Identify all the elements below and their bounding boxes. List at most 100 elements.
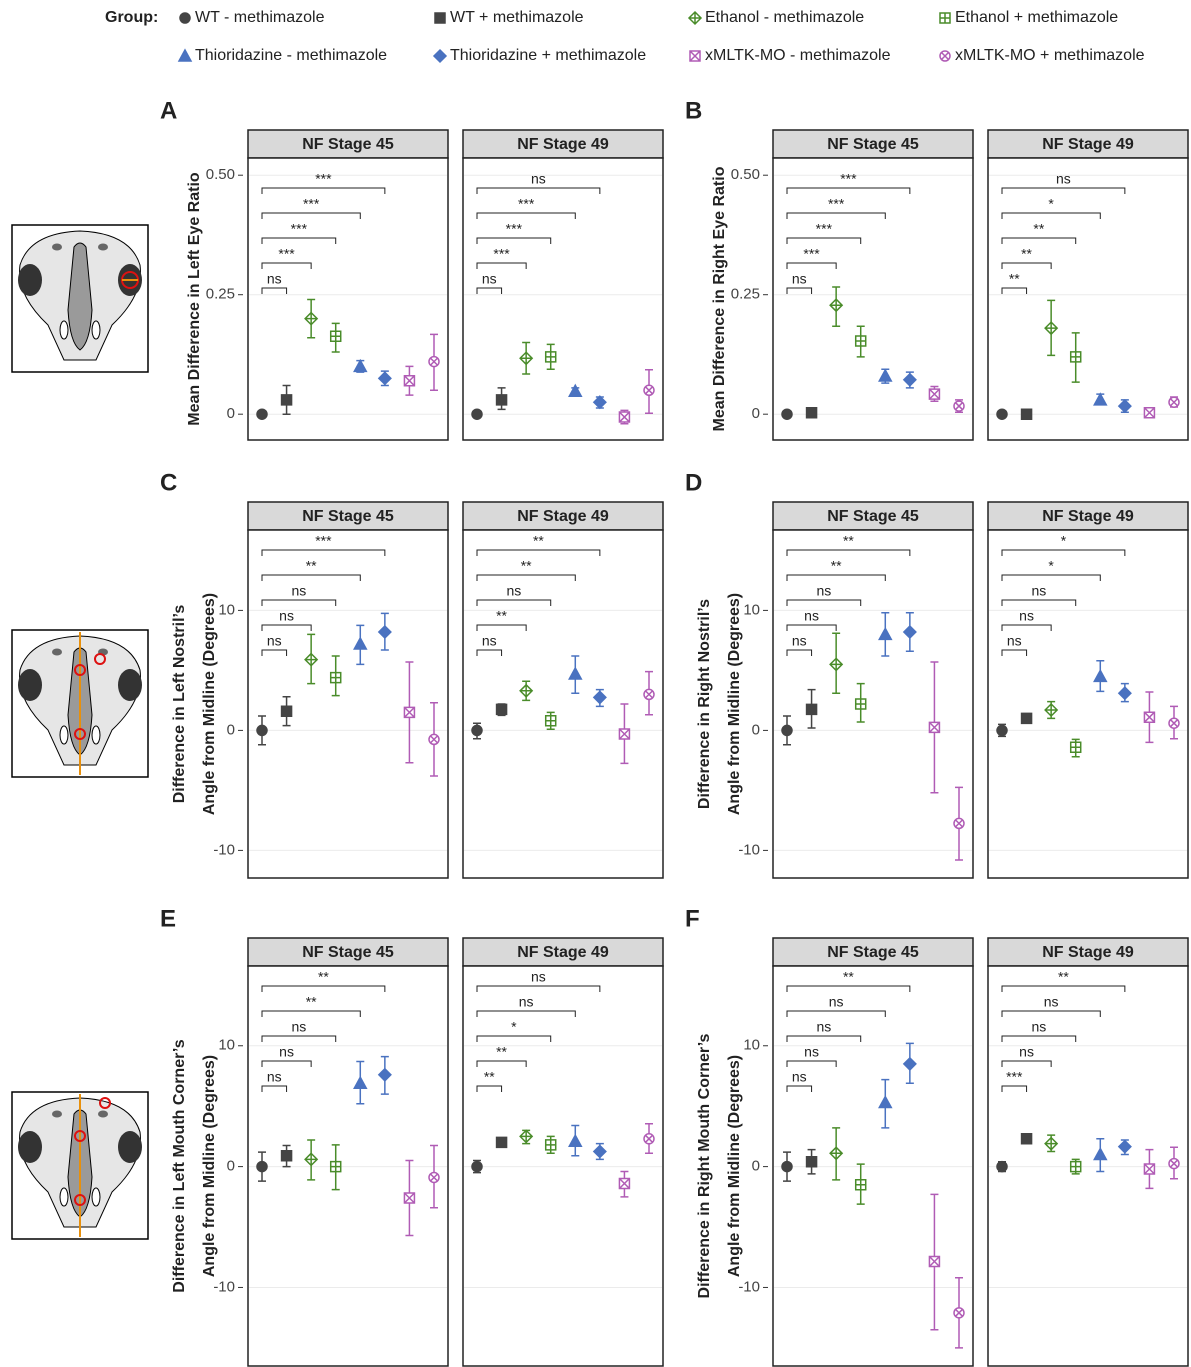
point xyxy=(568,1133,583,1147)
y-axis-label: Mean Difference in Left Eye Ratio xyxy=(186,172,203,426)
significance-label: ns xyxy=(829,994,844,1010)
significance-bracket xyxy=(476,1060,527,1067)
point xyxy=(544,1139,557,1151)
facet-strip xyxy=(987,937,1189,967)
significance-label: ns xyxy=(816,583,831,599)
significance-label: ns xyxy=(267,633,282,649)
point xyxy=(280,1149,293,1162)
significance-bracket xyxy=(476,1010,576,1017)
point xyxy=(353,358,368,373)
significance-bracket xyxy=(261,1060,312,1067)
facet-title: NF Stage 49 xyxy=(517,944,609,961)
facet-strip xyxy=(987,129,1189,159)
significance-label: ns xyxy=(267,271,282,287)
point xyxy=(1168,396,1180,408)
significance-bracket xyxy=(1001,599,1077,606)
legend-label: WT - methimazole xyxy=(195,9,325,26)
facet-strip xyxy=(462,501,664,531)
panel-letter: F xyxy=(685,905,700,932)
point xyxy=(428,1171,440,1184)
legend-marker xyxy=(687,10,703,26)
point xyxy=(953,1307,965,1319)
significance-label: ns xyxy=(279,1044,294,1060)
point xyxy=(618,1177,631,1190)
significance-label: ns xyxy=(1019,1044,1034,1060)
point xyxy=(996,1160,1008,1173)
significance-bracket xyxy=(786,1010,886,1017)
significance-label: ns xyxy=(1031,583,1046,599)
point xyxy=(304,652,319,667)
significance-label: ns xyxy=(792,271,807,287)
point xyxy=(996,724,1008,737)
point xyxy=(854,698,867,710)
significance-label: *** xyxy=(816,221,833,237)
facet-title: NF Stage 49 xyxy=(1042,508,1134,525)
significance-bracket xyxy=(261,624,312,631)
point xyxy=(471,1160,483,1173)
facet-title: NF Stage 45 xyxy=(827,136,919,153)
significance-bracket xyxy=(786,212,886,219)
point xyxy=(618,411,631,423)
significance-bracket xyxy=(476,985,601,992)
facet-title: NF Stage 45 xyxy=(302,508,394,525)
significance-label: ns xyxy=(279,608,294,624)
point xyxy=(953,400,965,412)
point xyxy=(854,335,867,347)
significance-label: ** xyxy=(306,994,317,1010)
significance-bracket xyxy=(261,237,337,244)
significance-bracket xyxy=(261,549,386,556)
point xyxy=(495,703,508,716)
significance-label: ** xyxy=(318,969,329,985)
facet-strip xyxy=(772,501,974,531)
point xyxy=(304,311,319,326)
significance-label: ns xyxy=(519,994,534,1010)
significance-bracket xyxy=(1001,262,1052,269)
plot-panel xyxy=(462,965,664,1367)
y-tick-label: -10 xyxy=(213,1278,235,1295)
point xyxy=(256,408,268,420)
eye-diagram xyxy=(11,224,149,373)
significance-label: ns xyxy=(1007,633,1022,649)
facet-strip xyxy=(772,937,974,967)
facet-title: NF Stage 49 xyxy=(517,508,609,525)
point xyxy=(256,1160,268,1173)
legend-label: WT + methimazole xyxy=(450,9,584,26)
point xyxy=(519,351,534,366)
significance-label: *** xyxy=(493,246,510,262)
point xyxy=(829,657,844,672)
significance-bracket xyxy=(1001,212,1101,219)
significance-label: ** xyxy=(521,558,532,574)
significance-label: ** xyxy=(843,533,854,549)
point xyxy=(280,705,293,717)
point xyxy=(1143,711,1156,723)
point xyxy=(643,1133,655,1145)
y-axis-label: Angle from Midline (Degrees) xyxy=(201,1055,218,1277)
significance-bracket xyxy=(786,649,813,656)
significance-label: * xyxy=(1048,196,1054,212)
significance-label: ns xyxy=(531,171,546,187)
y-tick-label: 0 xyxy=(752,1158,760,1175)
point xyxy=(592,690,607,705)
significance-label: *** xyxy=(506,221,523,237)
plot-panel xyxy=(247,157,449,441)
significance-bracket xyxy=(476,549,601,556)
significance-bracket xyxy=(476,1085,503,1092)
y-tick-label: 0 xyxy=(227,405,235,422)
significance-bracket xyxy=(1001,1085,1028,1092)
point xyxy=(329,671,342,684)
point xyxy=(953,817,965,830)
significance-label: ** xyxy=(1021,246,1032,262)
legend-label: Thioridazine - methimazole xyxy=(195,47,387,64)
significance-label: ns xyxy=(1056,171,1071,187)
plot-panel xyxy=(772,157,974,441)
significance-bracket xyxy=(1001,237,1077,244)
significance-bracket xyxy=(261,187,386,194)
significance-bracket xyxy=(786,624,837,631)
facet-strip xyxy=(247,129,449,159)
point xyxy=(902,1056,917,1071)
significance-bracket xyxy=(1001,1060,1052,1067)
significance-bracket xyxy=(261,985,386,992)
point xyxy=(805,703,818,716)
significance-label: ns xyxy=(1019,608,1034,624)
